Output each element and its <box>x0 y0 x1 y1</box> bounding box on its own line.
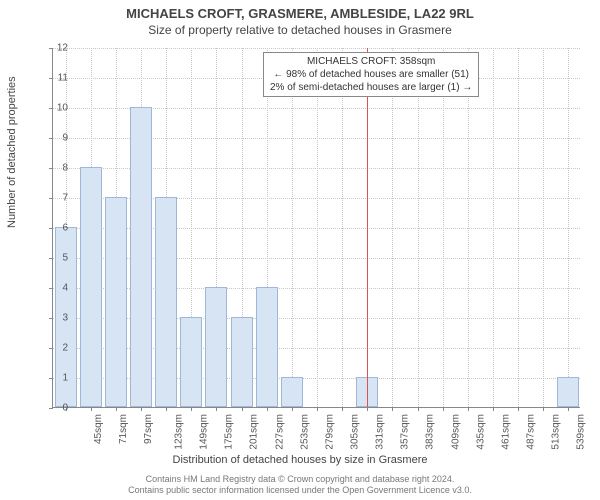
x-tick-label: 71sqm <box>118 414 129 444</box>
gridline-v <box>392 48 393 407</box>
x-tick-mark <box>317 407 318 411</box>
x-tick-label: 435sqm <box>475 414 486 450</box>
bar <box>231 317 253 407</box>
y-tick-label: 6 <box>38 223 68 234</box>
y-tick-label: 5 <box>38 253 68 264</box>
y-tick-label: 8 <box>38 163 68 174</box>
annotation-box: MICHAELS CROFT: 358sqm← 98% of detached … <box>263 52 479 97</box>
gridline-v <box>518 48 519 407</box>
chart-subtitle: Size of property relative to detached ho… <box>0 21 600 37</box>
y-axis-label: Number of detached properties <box>6 76 18 228</box>
x-tick-mark <box>392 407 393 411</box>
bar <box>281 377 303 407</box>
x-tick-label: 279sqm <box>324 414 335 450</box>
x-tick-mark <box>267 407 268 411</box>
y-tick-label: 12 <box>38 43 68 54</box>
x-tick-mark <box>468 407 469 411</box>
x-tick-label: 149sqm <box>199 414 210 450</box>
x-tick-label: 123sqm <box>174 414 185 450</box>
x-tick-label: 305sqm <box>350 414 361 450</box>
x-tick-mark <box>518 407 519 411</box>
y-tick-label: 7 <box>38 193 68 204</box>
x-tick-mark <box>116 407 117 411</box>
bar <box>256 287 278 407</box>
x-tick-label: 357sqm <box>400 414 411 450</box>
x-tick-label: 461sqm <box>500 414 511 450</box>
x-tick-label: 409sqm <box>450 414 461 450</box>
x-tick-mark <box>91 407 92 411</box>
gridline-v <box>568 48 569 407</box>
y-tick-label: 3 <box>38 313 68 324</box>
x-tick-label: 227sqm <box>274 414 285 450</box>
annotation-line: MICHAELS CROFT: 358sqm <box>270 55 472 68</box>
x-tick-label: 331sqm <box>375 414 386 450</box>
x-tick-label: 253sqm <box>299 414 310 450</box>
y-tick-label: 0 <box>38 403 68 414</box>
x-tick-label: 97sqm <box>143 414 154 444</box>
x-tick-mark <box>292 407 293 411</box>
x-tick-mark <box>166 407 167 411</box>
x-tick-mark <box>443 407 444 411</box>
x-axis-label: Distribution of detached houses by size … <box>0 454 600 466</box>
plot-area: 45sqm71sqm97sqm123sqm149sqm175sqm201sqm2… <box>52 48 580 408</box>
bar <box>180 317 202 407</box>
x-tick-label: 175sqm <box>224 414 235 450</box>
x-tick-mark <box>242 407 243 411</box>
bar <box>80 167 102 407</box>
gridline-v <box>418 48 419 407</box>
chart-title: MICHAELS CROFT, GRASMERE, AMBLESIDE, LA2… <box>0 0 600 21</box>
gridline-v <box>443 48 444 407</box>
gridline-v <box>342 48 343 407</box>
y-tick-label: 11 <box>38 73 68 84</box>
x-tick-mark <box>418 407 419 411</box>
x-tick-mark <box>568 407 569 411</box>
x-tick-label: 201sqm <box>249 414 260 450</box>
x-tick-mark <box>367 407 368 411</box>
footer: Contains HM Land Registry data © Crown c… <box>0 474 600 497</box>
gridline-v <box>468 48 469 407</box>
bar <box>105 197 127 407</box>
y-tick-label: 4 <box>38 283 68 294</box>
bar <box>155 197 177 407</box>
annotation-line: ← 98% of detached houses are smaller (51… <box>270 68 472 81</box>
gridline-v <box>493 48 494 407</box>
reference-line <box>367 48 368 407</box>
x-tick-mark <box>342 407 343 411</box>
x-tick-label: 383sqm <box>425 414 436 450</box>
gridline-v <box>292 48 293 407</box>
x-tick-label: 513sqm <box>551 414 562 450</box>
x-tick-label: 539sqm <box>576 414 587 450</box>
x-tick-mark <box>543 407 544 411</box>
x-tick-mark <box>216 407 217 411</box>
x-tick-label: 45sqm <box>93 414 104 444</box>
x-tick-mark <box>191 407 192 411</box>
footer-line-1: Contains HM Land Registry data © Crown c… <box>0 474 600 485</box>
y-tick-label: 1 <box>38 373 68 384</box>
x-tick-mark <box>493 407 494 411</box>
chart-area: 45sqm71sqm97sqm123sqm149sqm175sqm201sqm2… <box>52 48 580 408</box>
bar <box>130 107 152 407</box>
y-tick-label: 10 <box>38 103 68 114</box>
bar <box>557 377 579 407</box>
x-tick-mark <box>141 407 142 411</box>
gridline-v <box>543 48 544 407</box>
y-tick-label: 9 <box>38 133 68 144</box>
y-tick-label: 2 <box>38 343 68 354</box>
gridline-v <box>317 48 318 407</box>
annotation-line: 2% of semi-detached houses are larger (1… <box>270 81 472 94</box>
footer-line-2: Contains public sector information licen… <box>0 485 600 496</box>
bar <box>205 287 227 407</box>
x-tick-label: 487sqm <box>526 414 537 450</box>
